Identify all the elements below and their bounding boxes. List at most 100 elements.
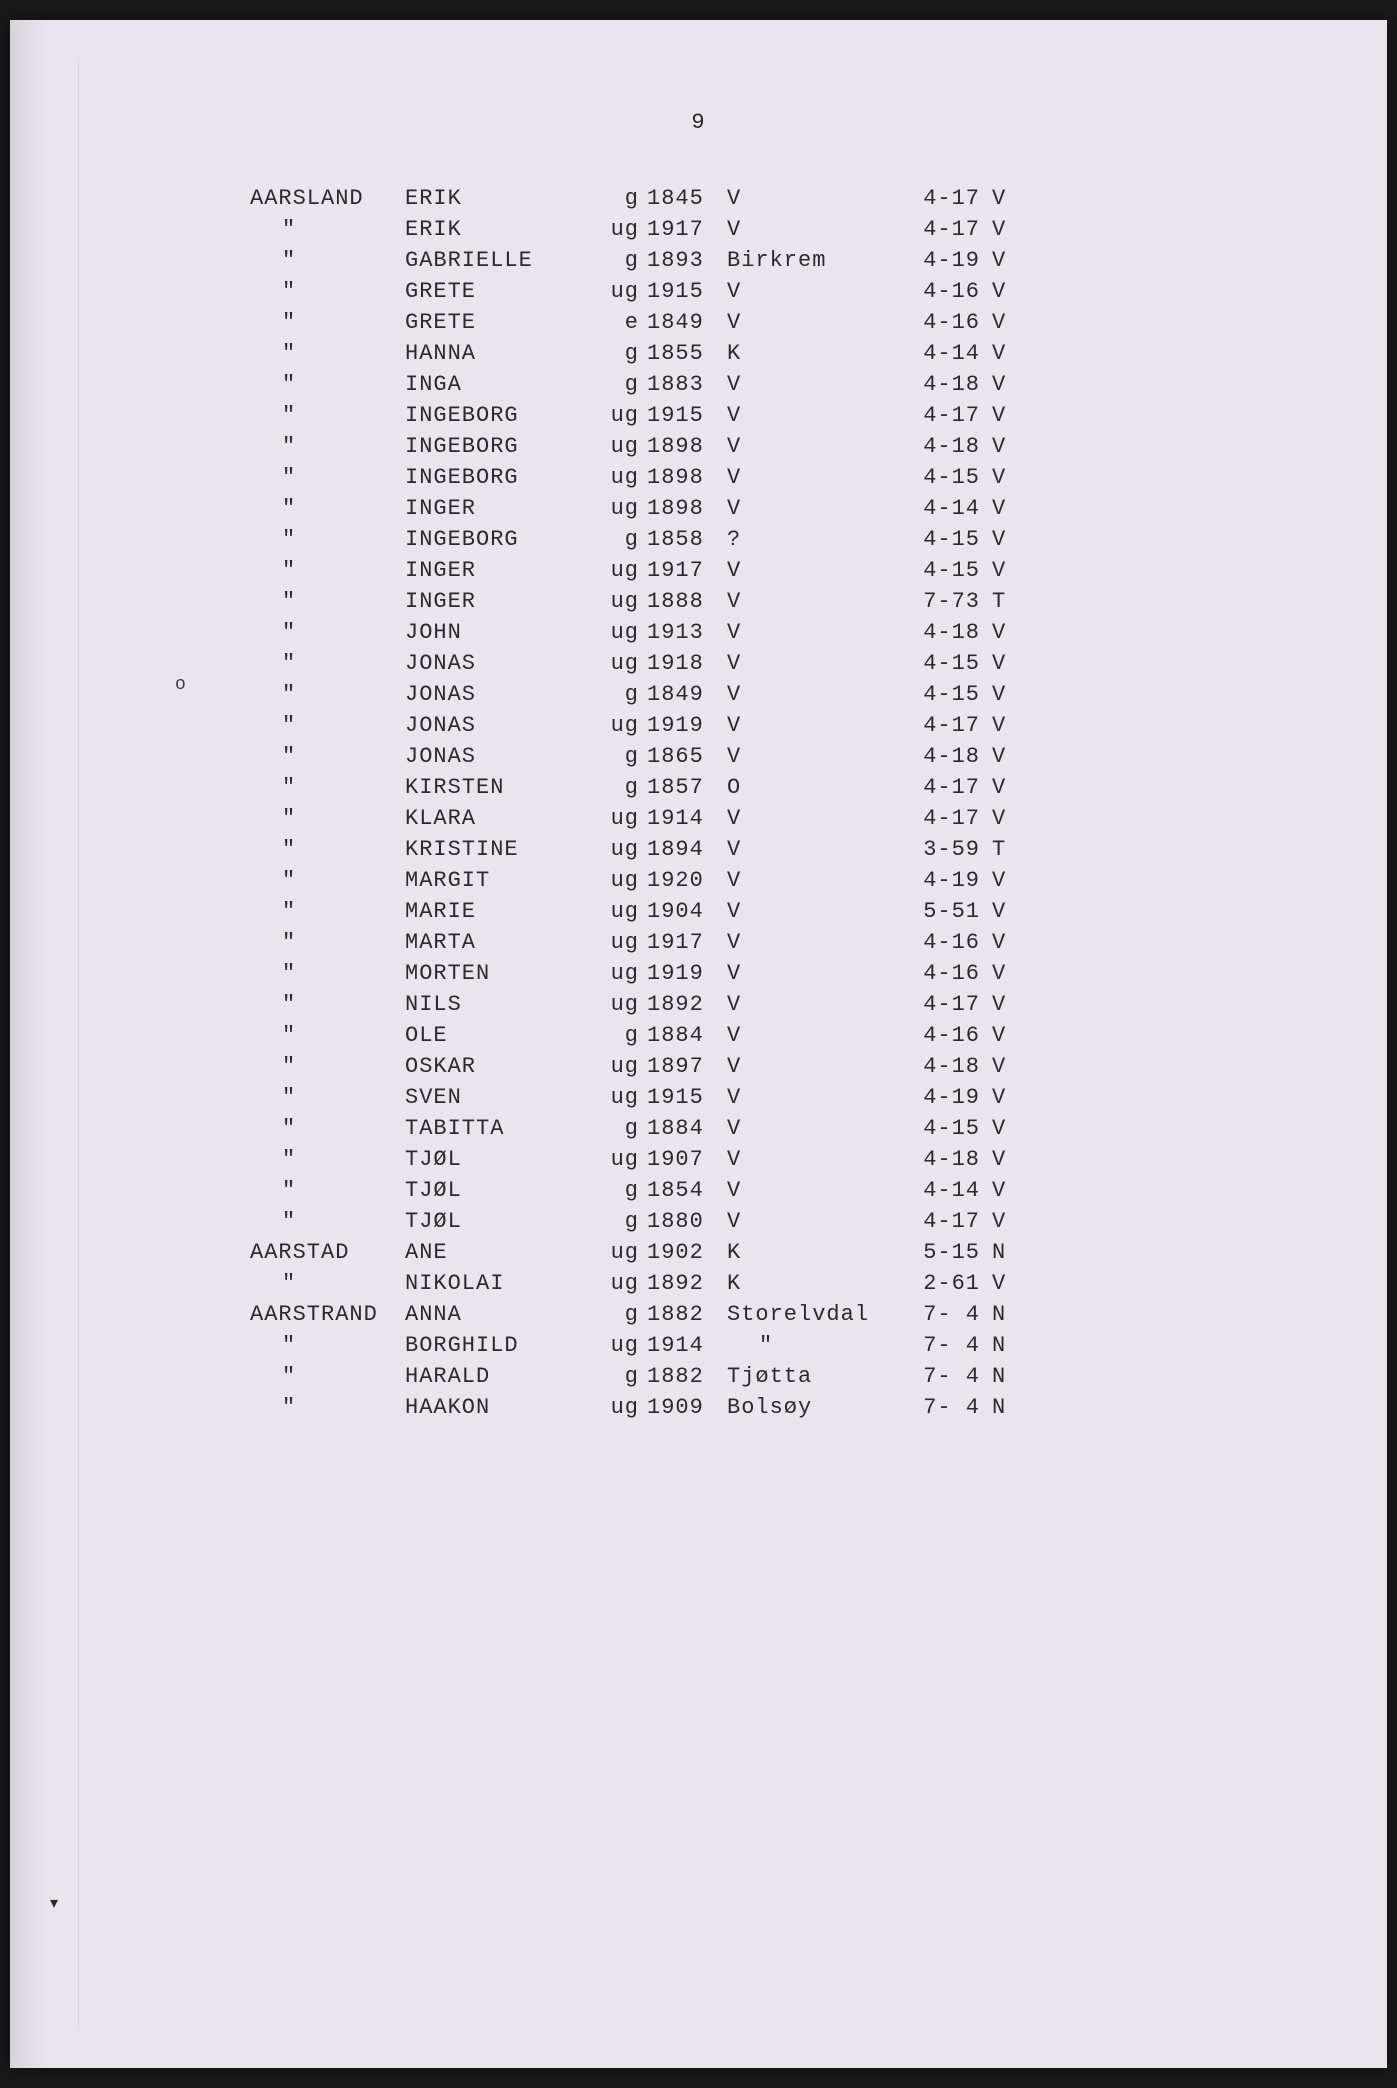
cell-status: g — [605, 1180, 647, 1202]
cell-place: Storelvdal — [727, 1304, 902, 1326]
cell-code: N — [992, 1242, 1022, 1264]
cell-status: g — [605, 1118, 647, 1140]
cell-place: V — [727, 436, 902, 458]
cell-ref: 4-16 — [902, 1025, 992, 1047]
cell-status: ug — [605, 1056, 647, 1078]
cell-surname: " — [250, 932, 405, 954]
table-row: "GABRIELLEg1893Birkrem4-19V — [250, 245, 1267, 276]
cell-ref: 4-17 — [902, 994, 992, 1016]
cell-firstname: INGA — [405, 374, 605, 396]
table-row: "JOHNug1913V4-18V — [250, 617, 1267, 648]
cell-firstname: JONAS — [405, 715, 605, 737]
cell-code: V — [992, 994, 1022, 1016]
cell-surname: " — [250, 374, 405, 396]
document-page: 9 AARSLANDERIKg1845V4-17V"ERIKug1917V4-1… — [10, 20, 1387, 2068]
cell-status: g — [605, 1211, 647, 1233]
cell-ref: 5-51 — [902, 901, 992, 923]
cell-code: V — [992, 405, 1022, 427]
cell-status: g — [605, 529, 647, 551]
cell-place: V — [727, 188, 902, 210]
cell-surname: " — [250, 808, 405, 830]
cell-surname: " — [250, 994, 405, 1016]
cell-ref: 4-14 — [902, 343, 992, 365]
cell-firstname: NIKOLAI — [405, 1273, 605, 1295]
cell-firstname: HARALD — [405, 1366, 605, 1388]
cell-status: g — [605, 746, 647, 768]
cell-code: V — [992, 777, 1022, 799]
table-row: AARSTADANEug1902K5-15N — [250, 1237, 1267, 1268]
cell-year: 1849 — [647, 312, 727, 334]
cell-firstname: NILS — [405, 994, 605, 1016]
cell-surname: " — [250, 622, 405, 644]
table-row: "JONASug1919V4-17V — [250, 710, 1267, 741]
cell-place: K — [727, 1273, 902, 1295]
cell-year: 1898 — [647, 467, 727, 489]
cell-firstname: HAAKON — [405, 1397, 605, 1419]
cell-firstname: MARTA — [405, 932, 605, 954]
cell-place: V — [727, 312, 902, 334]
cell-firstname: ERIK — [405, 219, 605, 241]
cell-code: V — [992, 1211, 1022, 1233]
cell-surname: " — [250, 467, 405, 489]
table-row: "MARTAug1917V4-16V — [250, 927, 1267, 958]
cell-place: " — [727, 1335, 902, 1357]
cell-ref: 4-16 — [902, 963, 992, 985]
table-row: "TABITTAg1884V4-15V — [250, 1113, 1267, 1144]
cell-status: g — [605, 374, 647, 396]
cell-year: 1915 — [647, 281, 727, 303]
cell-ref: 3-59 — [902, 839, 992, 861]
table-row: "HAAKONug1909Bolsøy7- 4N — [250, 1392, 1267, 1423]
table-row: "MARGITug1920V4-19V — [250, 865, 1267, 896]
cell-code: N — [992, 1335, 1022, 1357]
cell-place: Tjøtta — [727, 1366, 902, 1388]
cell-surname: " — [250, 1025, 405, 1047]
cell-status: ug — [605, 281, 647, 303]
cell-status: g — [605, 777, 647, 799]
cell-firstname: SVEN — [405, 1087, 605, 1109]
cell-status: ug — [605, 498, 647, 520]
cell-surname: " — [250, 963, 405, 985]
cell-ref: 4-17 — [902, 405, 992, 427]
table-row: "TJØLug1907V4-18V — [250, 1144, 1267, 1175]
cell-ref: 4-18 — [902, 1149, 992, 1171]
cell-ref: 4-18 — [902, 1056, 992, 1078]
table-row: "HARALDg1882Tjøtta7- 4N — [250, 1361, 1267, 1392]
cell-ref: 5-15 — [902, 1242, 992, 1264]
cell-firstname: MORTEN — [405, 963, 605, 985]
cell-year: 1915 — [647, 405, 727, 427]
cell-year: 1918 — [647, 653, 727, 675]
cell-firstname: INGER — [405, 498, 605, 520]
cell-status: ug — [605, 467, 647, 489]
cell-firstname: OLE — [405, 1025, 605, 1047]
cell-surname: " — [250, 1118, 405, 1140]
cell-year: 1884 — [647, 1118, 727, 1140]
cell-surname: " — [250, 281, 405, 303]
cell-code: V — [992, 746, 1022, 768]
cell-year: 1898 — [647, 436, 727, 458]
cell-status: ug — [605, 1149, 647, 1171]
cell-code: N — [992, 1304, 1022, 1326]
cell-code: V — [992, 343, 1022, 365]
cell-status: ug — [605, 591, 647, 613]
cell-place: V — [727, 1180, 902, 1202]
cell-ref: 4-18 — [902, 374, 992, 396]
cell-year: 1892 — [647, 1273, 727, 1295]
table-row: AARSLANDERIKg1845V4-17V — [250, 183, 1267, 214]
table-row: "MORTENug1919V4-16V — [250, 958, 1267, 989]
cell-code: V — [992, 1025, 1022, 1047]
cell-status: ug — [605, 436, 647, 458]
cell-surname: " — [250, 529, 405, 551]
cell-surname: " — [250, 343, 405, 365]
cell-place: V — [727, 1087, 902, 1109]
cell-year: 1882 — [647, 1304, 727, 1326]
cell-code: V — [992, 250, 1022, 272]
stray-mark-arrow: ▾ — [50, 1893, 58, 1913]
cell-surname: " — [250, 312, 405, 334]
cell-year: 1915 — [647, 1087, 727, 1109]
cell-surname: " — [250, 839, 405, 861]
cell-firstname: JOHN — [405, 622, 605, 644]
cell-code: N — [992, 1366, 1022, 1388]
cell-surname: " — [250, 1273, 405, 1295]
cell-status: ug — [605, 808, 647, 830]
cell-firstname: JONAS — [405, 746, 605, 768]
